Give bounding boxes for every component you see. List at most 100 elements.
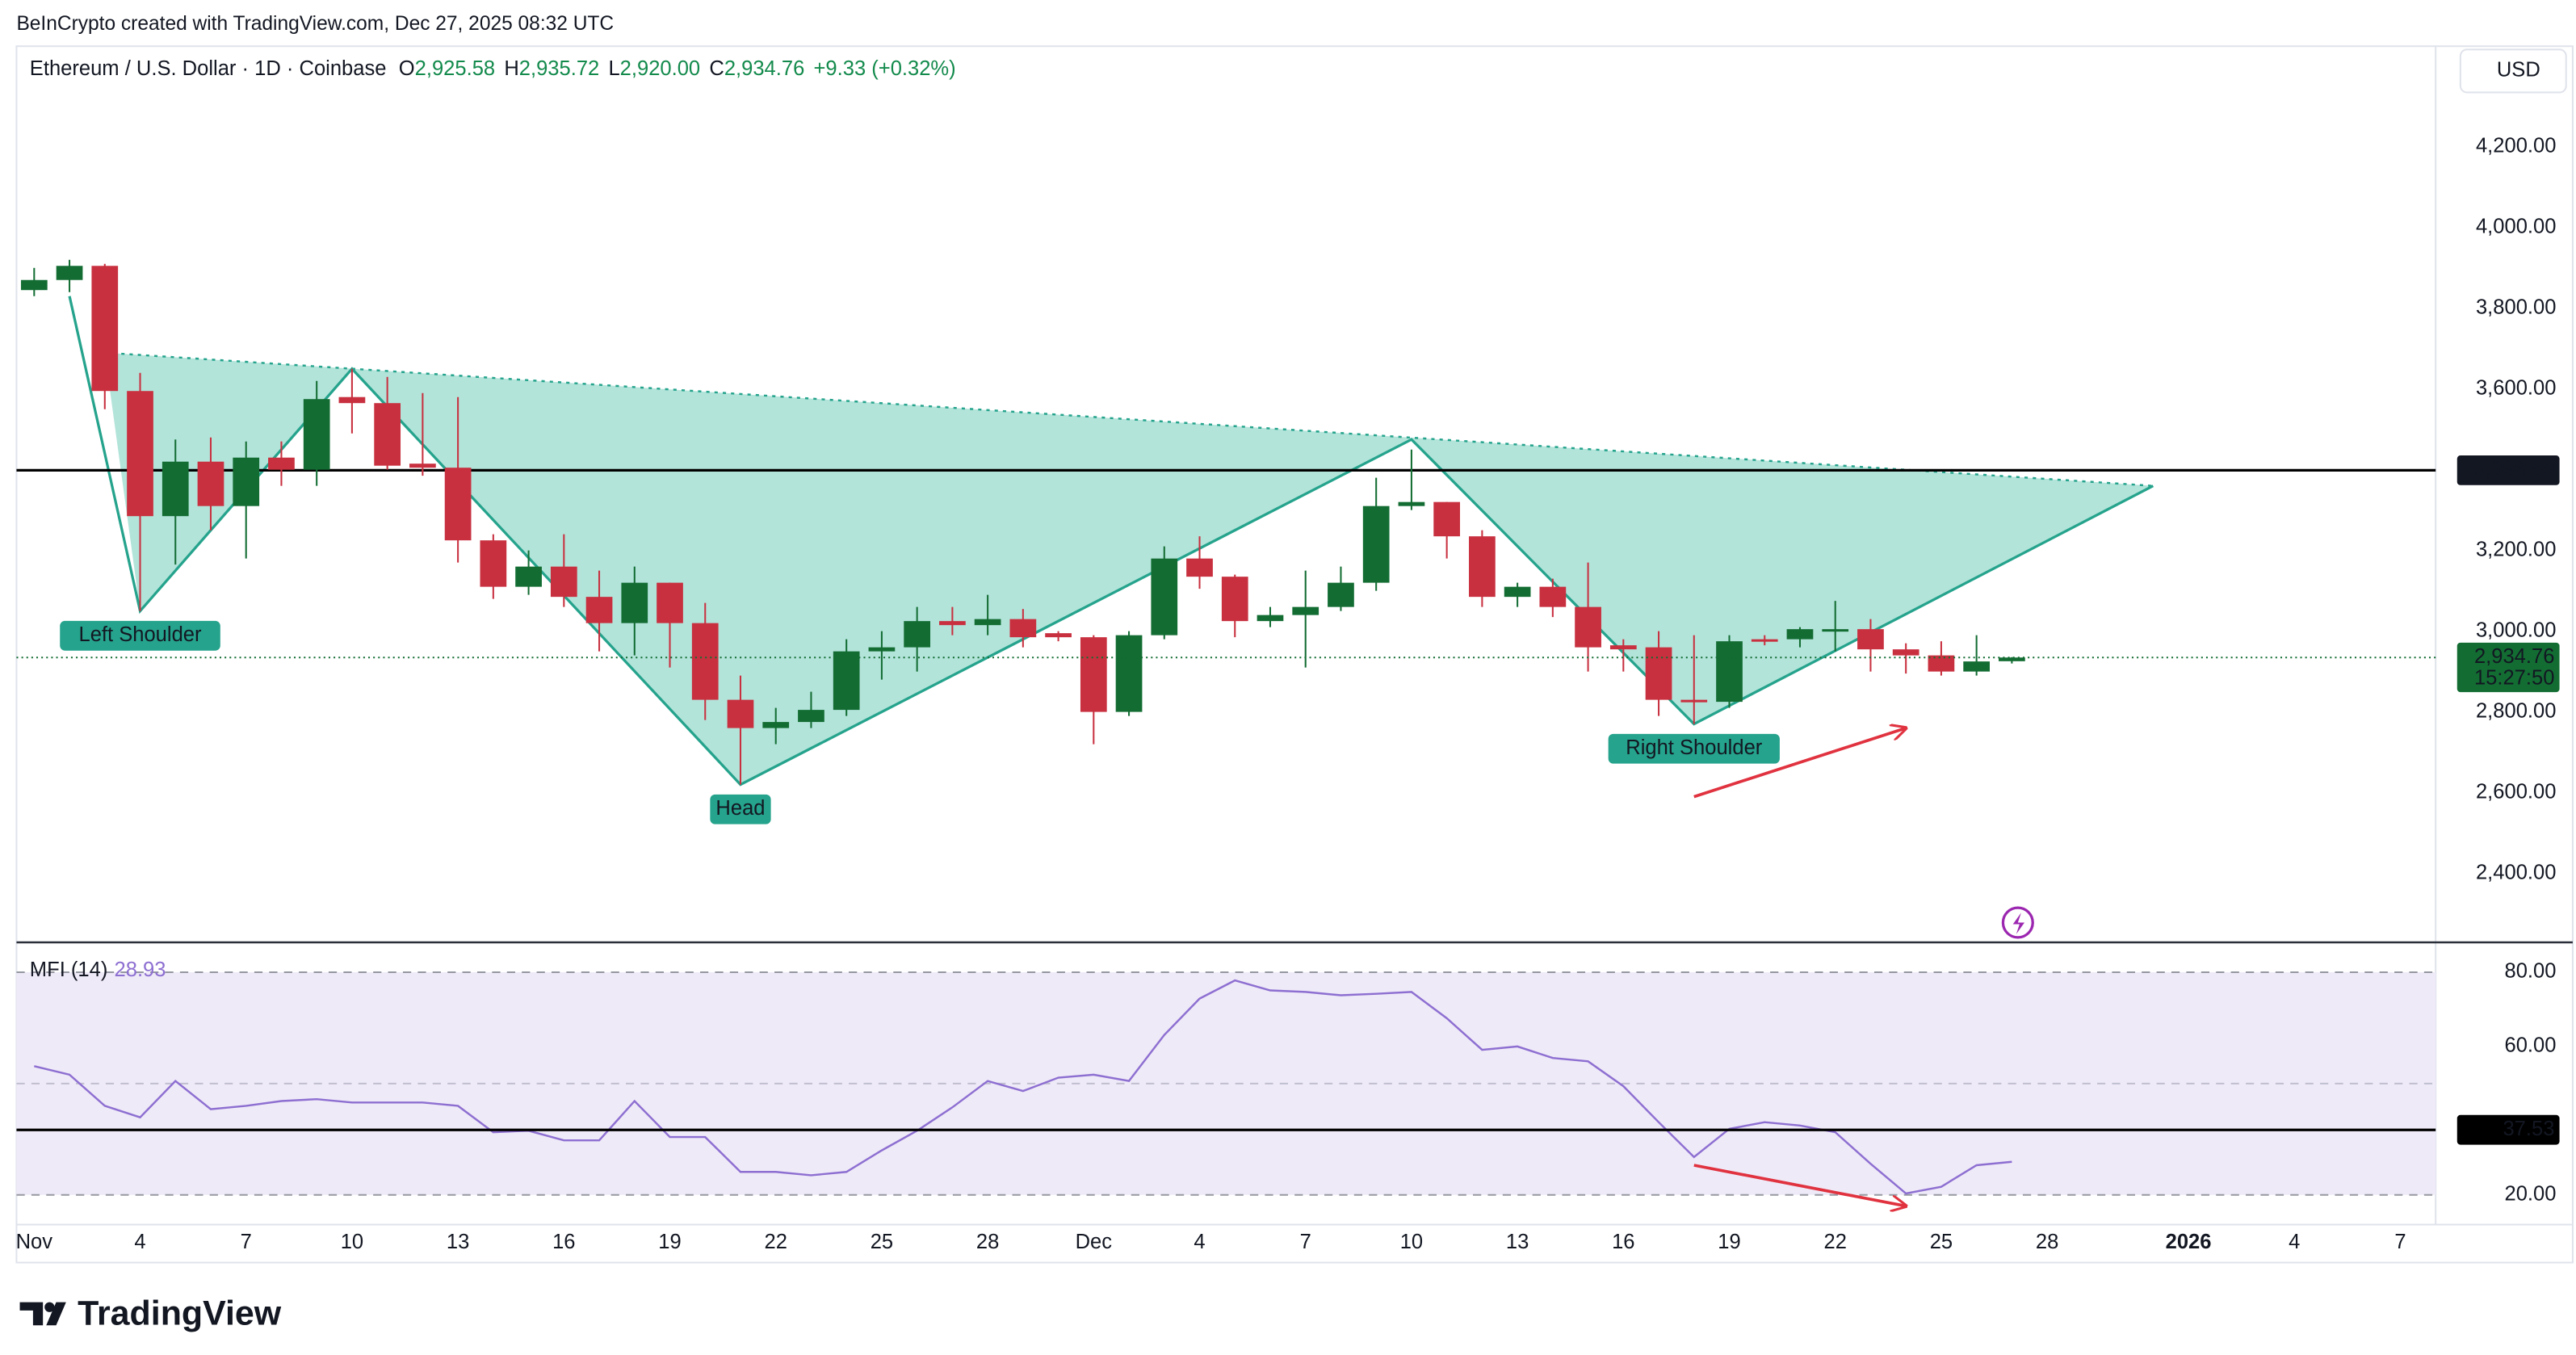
x-tick-label: Nov — [16, 1231, 53, 1253]
icon-ring — [2001, 906, 2034, 939]
candle-body — [127, 391, 153, 517]
candle-body — [1469, 536, 1496, 598]
candle-body — [197, 461, 224, 506]
x-tick-label: 19 — [1718, 1231, 1740, 1253]
candle-body — [1822, 629, 1849, 632]
candle-body — [1892, 649, 1919, 656]
icon-bolt — [2012, 912, 2025, 934]
candle-body — [1115, 635, 1143, 712]
legend-line: Ethereum / U.S. Dollar · 1D · Coinbase O… — [30, 57, 956, 80]
candle-body — [1362, 506, 1390, 583]
candle-body — [444, 468, 472, 541]
currency-button[interactable] — [2459, 48, 2567, 94]
candle-body — [409, 464, 436, 468]
y-tick-label: 2,400.00 — [2476, 861, 2556, 883]
candle-body — [550, 566, 577, 598]
x-tick-label: 25 — [1930, 1231, 1953, 1253]
mfi-value: 28.93 — [115, 959, 166, 981]
candle-body — [1999, 657, 2025, 661]
candle-body — [1504, 586, 1531, 598]
candle-body — [691, 623, 719, 700]
candle-body — [374, 403, 401, 466]
indicator-icon — [2001, 906, 2034, 939]
ohlc-label: L — [608, 57, 619, 80]
chart-frame — [15, 45, 2574, 1264]
candle-body — [621, 582, 648, 623]
candle-body — [1786, 629, 1814, 640]
candle-body — [1575, 606, 1601, 648]
hline-label-box — [2456, 1114, 2560, 1145]
candle-body — [1963, 661, 1991, 672]
x-tick-label: 4 — [2289, 1231, 2300, 1253]
x-tick-label: 16 — [552, 1231, 575, 1253]
pattern-label-box — [1608, 733, 1780, 764]
candle-body — [1045, 633, 1072, 638]
x-tick-label: 22 — [1824, 1231, 1847, 1253]
x-tick-label: 13 — [447, 1231, 469, 1253]
y-tick-label: 2,600.00 — [2476, 780, 2556, 803]
y-tick-label: 3,000.00 — [2476, 619, 2556, 641]
candle-body — [798, 710, 824, 723]
x-tick-label: 13 — [1506, 1231, 1529, 1253]
ohlc-label: H — [504, 57, 518, 80]
logo-text: TradingView — [78, 1294, 282, 1332]
pattern-label: Right Shoulder — [1626, 736, 1763, 759]
candle-body — [162, 461, 189, 517]
pattern-label: Head — [715, 797, 765, 820]
last-price-label: 2,934.76 — [2474, 645, 2554, 668]
ohlc-value: 2,934.76 — [724, 57, 804, 80]
candle-body — [833, 651, 860, 711]
logo-mark — [19, 1302, 66, 1326]
candle-body — [1645, 647, 1672, 700]
x-tick-label: 2026 — [2166, 1231, 2212, 1253]
x-tick-label: Dec — [1076, 1231, 1113, 1253]
symbol: Ethereum / U.S. Dollar · 1D · Coinbase — [30, 57, 387, 80]
candle-body — [585, 597, 613, 623]
x-tick-label: 22 — [765, 1231, 787, 1253]
x-tick-label: 7 — [241, 1231, 252, 1253]
x-tick-label: 7 — [1300, 1231, 1311, 1253]
last-price-box — [2456, 642, 2560, 693]
candle-body — [727, 699, 754, 728]
candle-body — [1257, 615, 1284, 622]
candle-body — [1539, 586, 1567, 607]
candle-body — [904, 621, 931, 648]
candle-body — [1080, 637, 1107, 712]
logo — [19, 1302, 66, 1326]
y-tick-label: 60.00 — [2505, 1034, 2557, 1057]
candle-body — [1716, 641, 1743, 703]
credit: BeInCrypto created with TradingView.com,… — [16, 13, 614, 35]
candle-body — [1609, 645, 1637, 650]
candle-body — [1328, 582, 1354, 607]
ohlc-value: 2,925.58 — [415, 57, 495, 80]
x-tick-label: 10 — [341, 1231, 363, 1253]
candle-body — [762, 722, 790, 728]
candle-body — [1186, 558, 1213, 577]
hline-label: 37.53 — [2503, 1118, 2554, 1140]
x-tick-label: 16 — [1612, 1231, 1634, 1253]
annotation-arrow — [1693, 728, 1906, 799]
candle-body — [1680, 699, 1708, 703]
x-tick-label: 28 — [2036, 1231, 2058, 1253]
ohlc-label: O — [399, 57, 415, 80]
pattern-label: Left Shoulder — [79, 623, 203, 646]
candle-body — [1751, 639, 1778, 642]
y-tick-label: 20.00 — [2505, 1183, 2557, 1206]
candle-body — [1221, 577, 1248, 622]
y-tick-label: 2,800.00 — [2476, 699, 2556, 722]
change: +9.33 (+0.32%) — [814, 57, 956, 80]
hline-label-box — [2456, 455, 2560, 485]
indicator-title: MFI (14) 28.93 — [30, 959, 166, 981]
candle-body — [303, 399, 330, 470]
x-tick-label: 4 — [134, 1231, 145, 1253]
pattern-fill — [104, 352, 2154, 785]
candle-body — [657, 582, 683, 623]
currency-label[interactable]: USD — [2497, 59, 2540, 82]
y-tick-label: 80.00 — [2505, 960, 2557, 983]
ohlc-value: 2,935.72 — [519, 57, 599, 80]
y-tick-label: 3,800.00 — [2476, 296, 2556, 318]
pattern-label-box — [60, 620, 220, 651]
candle-body — [515, 566, 542, 587]
x-tick-label: 25 — [871, 1231, 893, 1253]
candle-body — [939, 621, 966, 626]
